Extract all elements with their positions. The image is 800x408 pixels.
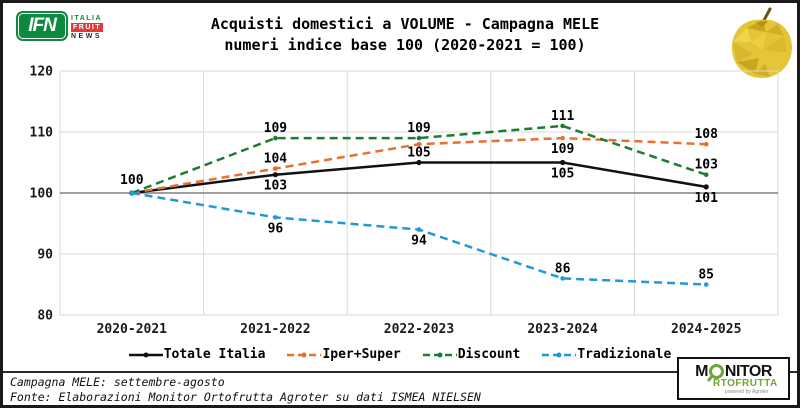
x-axis-tick-label: 2020-2021 — [97, 322, 168, 337]
legend-label: Discount — [457, 347, 521, 362]
data-label: 103 — [694, 158, 717, 173]
x-axis-tick-label: 2023-2024 — [527, 322, 598, 337]
data-point-marker — [703, 184, 709, 190]
data-label-start: 100 — [120, 173, 144, 188]
legend: Totale Italia Iper+Super Discount Tradizion… — [3, 347, 797, 362]
data-point-marker — [560, 159, 566, 166]
data-point-marker — [560, 135, 565, 141]
x-axis-tick-label: 2022-2023 — [384, 322, 454, 337]
data-point-marker — [129, 190, 135, 196]
data-label: 105 — [551, 167, 574, 182]
data-point-marker — [272, 172, 278, 178]
legend-item-tradizionale: Tradizionale — [542, 347, 671, 362]
data-point-marker — [703, 141, 709, 147]
apple-icon — [731, 7, 793, 78]
data-label: 86 — [555, 261, 571, 276]
ifn-logo-fruit: FRUIT — [71, 22, 104, 32]
legend-line-sample — [128, 352, 163, 357]
legend-label: Totale Italia — [163, 347, 266, 362]
data-label: 104 — [264, 152, 288, 167]
ifn-logo: IFN ITALIA FRUIT NEWS — [16, 11, 104, 43]
series-line-totale-italia — [131, 161, 707, 195]
data-label: 108 — [694, 127, 718, 142]
line-chart: 80 90 100 110 120 2020-2021 2021-2022 2022-2023… — [30, 65, 779, 337]
legend-label: Iper+Super — [322, 347, 401, 362]
legend-item-iper-super: Iper+Super — [287, 347, 401, 362]
monitor-ortofrutta-logo: M NITOR RTOFRUTTA powered by Agroter — [677, 357, 790, 400]
data-label: 105 — [407, 146, 430, 161]
y-axis-tick-label: 80 — [37, 309, 53, 324]
monitor-logo-ortofrutta: RTOFRUTTA — [713, 378, 778, 389]
data-label: 109 — [551, 142, 574, 157]
ifn-logo-news: NEWS — [71, 32, 102, 40]
monitor-logo-powered-by: powered by Agroter — [725, 389, 769, 395]
data-label: 94 — [411, 234, 427, 249]
data-point-marker — [416, 159, 422, 166]
legend-item-totale-italia: Totale Italia — [128, 347, 266, 362]
legend-line-sample — [542, 352, 577, 357]
data-label: 103 — [264, 179, 287, 194]
data-point-marker — [273, 135, 278, 141]
monitor-logo-nitor: NITOR — [724, 362, 772, 380]
monitor-logo-monitor: M NITOR — [695, 362, 772, 383]
ifn-logo-italia: ITALIA — [71, 14, 103, 22]
x-axis-tick-label: 2021-2022 — [240, 322, 310, 337]
chart-subtitle: numeri indice base 100 (2020-2021 = 100) — [224, 36, 586, 54]
data-label: 96 — [268, 221, 284, 236]
y-axis-tick-label: 100 — [30, 187, 54, 202]
data-point-marker — [273, 166, 278, 171]
data-label: 109 — [264, 121, 287, 136]
y-axis-tick-label: 110 — [30, 126, 54, 141]
data-point-marker — [703, 282, 709, 287]
data-point-marker — [703, 172, 709, 177]
data-point-marker — [416, 227, 422, 232]
footnote-campaign: Campagna MELE: settembre-agosto — [10, 375, 225, 389]
chart-title-block: Acquisti domestici a VOLUME - Campagna M… — [118, 14, 692, 56]
data-label: 85 — [698, 268, 714, 283]
ifn-logo-wordmark: ITALIA FRUIT NEWS — [71, 11, 104, 43]
legend-line-sample — [422, 352, 457, 357]
data-label: 111 — [551, 109, 575, 124]
x-axis-tick-label: 2024-2025 — [671, 322, 741, 337]
data-point-marker — [560, 123, 565, 129]
legend-line-sample — [287, 352, 322, 357]
legend-label: Tradizionale — [577, 347, 672, 362]
data-point-marker — [560, 276, 565, 281]
ifn-logo-abbr: IFN — [16, 11, 68, 41]
data-label: 109 — [407, 121, 430, 136]
monitor-logo-m: M — [695, 362, 708, 380]
chart-title: Acquisti domestici a VOLUME - Campagna M… — [210, 15, 600, 33]
magnifier-icon — [706, 364, 724, 383]
y-axis-tick-label: 120 — [30, 65, 54, 80]
data-label: 101 — [694, 191, 718, 206]
data-point-marker — [416, 135, 422, 141]
legend-item-discount: Discount — [422, 347, 521, 362]
data-point-marker — [273, 215, 278, 220]
data-point-marker — [416, 141, 422, 147]
y-axis-tick-label: 90 — [37, 248, 53, 263]
footnote: Campagna MELE: settembre-agosto Fonte: E… — [3, 371, 797, 405]
footnote-source: Fonte: Elaborazioni Monitor Ortofrutta A… — [10, 390, 481, 404]
